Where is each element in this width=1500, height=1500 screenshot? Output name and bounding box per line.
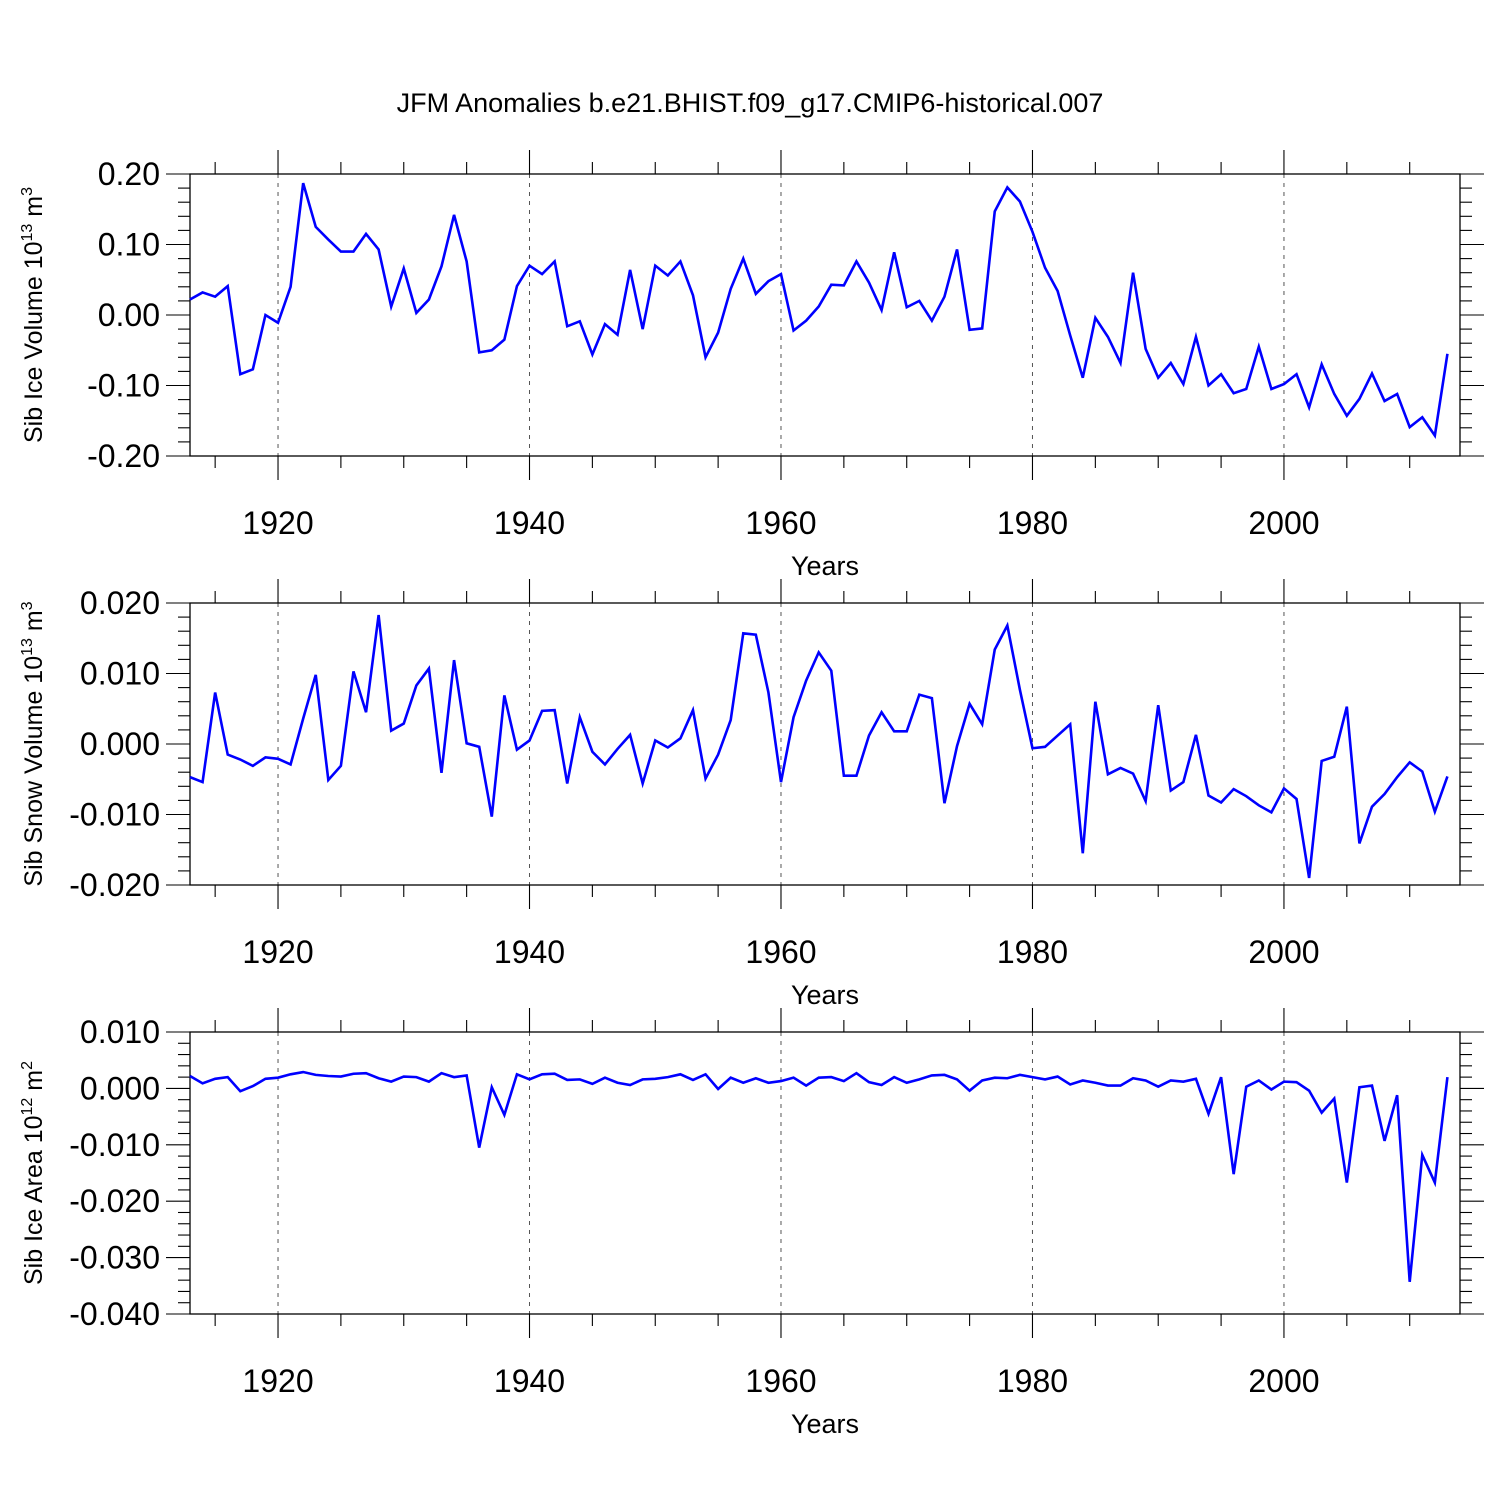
panel-ice-area: Sib Ice Area 1012 m2 Years 1920 1940 1960 1… [19,1008,1484,1439]
x-tick-label-1980: 1980 [997,934,1068,970]
ylabel-exponent: 13 [19,638,36,656]
y-tick-label: 0.000 [80,1070,160,1106]
ylabel-unit-exponent: 3 [19,187,36,196]
figure-title: JFM Anomalies b.e21.BHIST.f09_g17.CMIP6-… [397,88,1104,118]
data-series-line [189,182,1449,440]
ylabel-unit-exponent: 3 [19,601,36,610]
plot-frame [189,602,1461,886]
x-tick-label-1980: 1980 [997,505,1068,541]
y-axis-label: Sib Snow Volume 1013 m3 [19,601,48,886]
ylabel-exponent: 13 [19,224,36,242]
y-axis-label: Sib Ice Area 1012 m2 [19,1061,48,1285]
x-tick-label-1920: 1920 [242,934,313,970]
y-tick-label: 0.000 [80,726,160,762]
y-tick-label: -0.030 [69,1240,160,1276]
plot-frame [189,173,1461,457]
ylabel-unit-exponent: 2 [19,1061,36,1070]
y-axis-label: Sib Ice Volume 1013 m3 [19,187,48,443]
x-tick-label-2000: 2000 [1248,934,1319,970]
y-tick-label: 0.020 [80,585,160,621]
x-tick-label-1960: 1960 [745,934,816,970]
y-tick-label: 0.10 [98,227,160,263]
y-tick-label: -0.020 [69,1183,160,1219]
x-tick-label-1960: 1960 [745,505,816,541]
x-axis-label: Years [791,980,859,1010]
y-tick-label: -0.010 [69,797,160,833]
y-tick-label: -0.040 [69,1296,160,1332]
x-tick-label-1920: 1920 [242,1363,313,1399]
y-tick-label: 0.010 [80,1014,160,1050]
plot-frame [189,1031,1461,1315]
x-axis-label: Years [791,1409,859,1439]
ylabel-main: Sib Ice Area 10 [20,1115,48,1285]
ylabel-main: Sib Ice Volume 10 [20,241,48,443]
y-tick-label: 0.010 [80,656,160,692]
ylabel-main: Sib Snow Volume 10 [20,656,48,887]
x-tick-label-1940: 1940 [494,1363,565,1399]
x-tick-label-1980: 1980 [997,1363,1068,1399]
ylabel-unit: m [20,1070,48,1091]
x-axis-label: Years [791,551,859,581]
ylabel-exponent: 12 [19,1098,36,1116]
y-tick-label: -0.10 [87,368,160,404]
x-tick-label-1920: 1920 [242,505,313,541]
x-tick-label-2000: 2000 [1248,1363,1319,1399]
panel-ice-volume: Sib Ice Volume 1013 m3 Years 1920 1940 196… [19,150,1484,581]
ylabel-unit: m [20,196,48,217]
data-series-line [189,1070,1449,1282]
x-tick-label-2000: 2000 [1248,505,1319,541]
y-tick-label: -0.020 [69,867,160,903]
y-tick-label: -0.20 [87,438,160,474]
x-tick-label-1940: 1940 [494,934,565,970]
y-tick-label: 0.20 [98,156,160,192]
x-tick-label-1960: 1960 [745,1363,816,1399]
ylabel-unit: m [20,610,48,631]
y-tick-label: 0.00 [98,297,160,333]
y-tick-label: -0.010 [69,1127,160,1163]
panel-snow-volume: Sib Snow Volume 1013 m3 Years 1920 1940 19… [19,579,1484,1010]
data-series-line [189,614,1449,879]
x-tick-label-1940: 1940 [494,505,565,541]
